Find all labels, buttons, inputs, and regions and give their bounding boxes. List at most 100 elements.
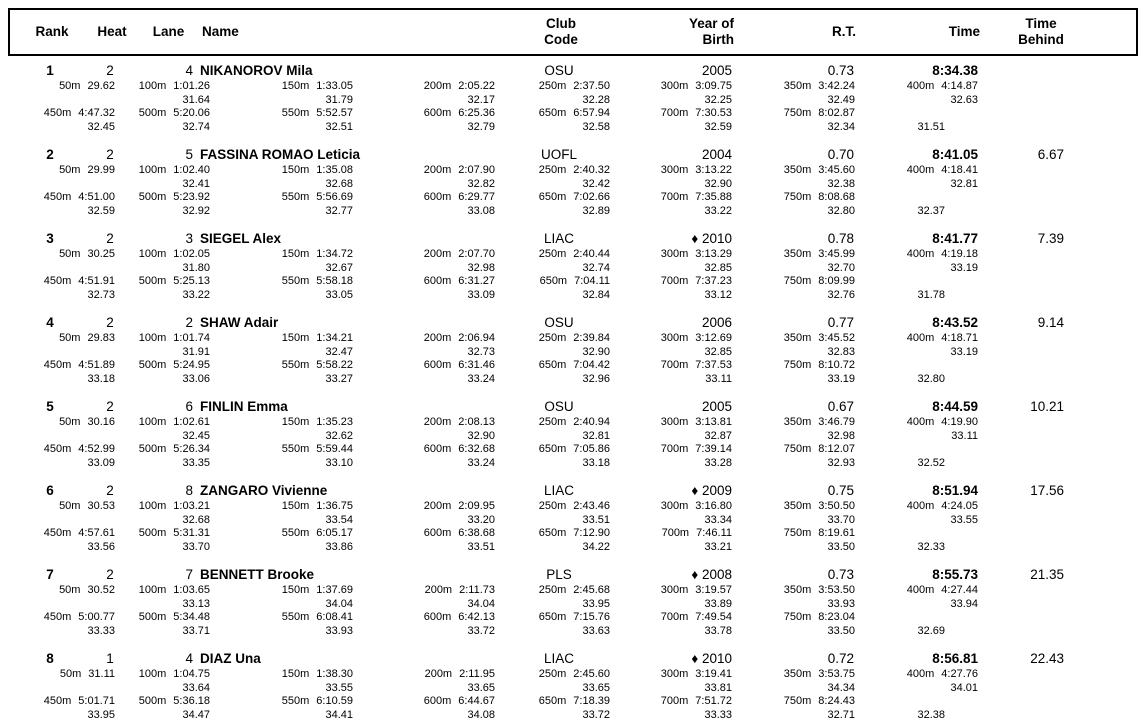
split-cell: 100m 1:04.75	[115, 668, 210, 682]
split-cell: 100m 1:02.40	[115, 164, 210, 178]
lap-time: 32.68	[182, 513, 210, 526]
split-cell: 50m 29.99	[0, 164, 115, 178]
split-cell: 300m 3:13.81	[610, 416, 732, 430]
heat-cell: 2	[106, 63, 114, 78]
split-distance-label: 600m	[423, 191, 452, 203]
split-cell: 400m 4:24.05	[855, 500, 978, 514]
split-time: 1:03.21	[173, 500, 210, 512]
lap-time: 33.33	[87, 624, 115, 637]
split-time: 30.52	[87, 584, 115, 596]
split-cell: 350m 3:53.50	[732, 584, 855, 598]
split-cell: 600m 6:42.13	[353, 611, 495, 625]
split-distance-label: 350m	[783, 668, 812, 680]
final-lap-time: 31.78	[917, 288, 945, 301]
split-distance-label: 100m	[138, 248, 167, 260]
split-cell: 200m 2:11.73	[353, 584, 495, 598]
split-time: 1:38.30	[316, 668, 353, 680]
lap-time: 34.22	[582, 540, 610, 553]
lap-time: 31.79	[325, 93, 353, 106]
split-cell: 50m 31.11	[0, 668, 115, 682]
splits-row: 450m 4:52.99 500m 5:26.34 550m 5:59.44 600m 6:3…	[0, 443, 1148, 457]
header-yob-line2: Birth	[702, 32, 735, 47]
lap-time: 32.45	[182, 429, 210, 442]
split-distance-label: 400m	[906, 668, 935, 680]
split-distance-label: 700m	[660, 359, 689, 371]
split-distance-label: 550m	[281, 527, 310, 539]
result-entry: 4 2 2 SHAW Adair OSU 2006 0.77 8:43.52 9.14 50m 29…	[0, 314, 1148, 386]
split-time: 4:51.89	[78, 359, 115, 371]
laps-row: 33.13 34.04 34.04 33.95 33.89 33.93 33.94	[0, 598, 1148, 612]
split-cell: 600m 6:44.67	[353, 695, 495, 709]
split-time: 4:57.61	[78, 527, 115, 539]
split-cell: 150m 1:37.69	[210, 584, 353, 598]
lap-time: 33.95	[582, 597, 610, 610]
split-distance-label: 350m	[783, 80, 812, 92]
split-distance-label: 550m	[281, 695, 310, 707]
header-heat: Heat	[97, 24, 127, 39]
laps-row: 31.91 32.47 32.73 32.90 32.85 32.83 33.19	[0, 346, 1148, 360]
split-time: 8:23.04	[818, 611, 855, 623]
split-time: 5:26.34	[173, 443, 210, 455]
year-of-birth: ♦ 2009	[630, 482, 732, 500]
split-cell: 350m 3:45.52	[732, 332, 855, 346]
lap-time: 32.45	[87, 120, 115, 133]
split-distance-label: 50m	[59, 500, 81, 512]
lap-time: 33.64	[182, 681, 210, 694]
swimmer-name: BENNETT Brooke	[200, 567, 315, 582]
split-distance-label: 200m	[423, 248, 452, 260]
year-of-birth: ♦ 2008	[630, 566, 732, 584]
laps-row: 32.68 33.54 33.20 33.51 33.34 33.70 33.55	[0, 514, 1148, 528]
lap-time: 32.85	[704, 345, 732, 358]
rank-cell: 8	[46, 651, 54, 666]
lap-time: 33.51	[582, 513, 610, 526]
split-time: 4:27.76	[941, 668, 978, 680]
empty-cell	[0, 430, 115, 444]
club-code: PLS	[546, 567, 572, 582]
split-time: 6:44.67	[458, 695, 495, 707]
split-distance-label: 350m	[783, 416, 812, 428]
split-distance-label: 650m	[538, 611, 567, 623]
result-main-row: 1 2 4 NIKANOROV Mila OSU 2005 0.73 8:34.38	[0, 62, 1148, 80]
year-value: 2006	[701, 315, 732, 330]
lap-time: 32.71	[827, 708, 855, 720]
split-time: 7:30.53	[695, 107, 732, 119]
split-distance-label: 250m	[538, 416, 567, 428]
split-time: 8:24.43	[818, 695, 855, 707]
split-distance-label: 500m	[138, 695, 167, 707]
split-distance-label: 250m	[538, 668, 567, 680]
lap-time: 33.51	[467, 540, 495, 553]
split-cell: 500m 5:34.48	[115, 611, 210, 625]
result-entry: 5 2 6 FINLIN Emma OSU 2005 0.67 8:44.59 10.21 50m…	[0, 398, 1148, 470]
split-distance-label: 500m	[138, 527, 167, 539]
split-time: 4:19.90	[941, 416, 978, 428]
split-time: 1:33.05	[316, 80, 353, 92]
split-cell: 50m 30.53	[0, 500, 115, 514]
split-time: 2:11.73	[459, 584, 495, 596]
split-distance-label: 700m	[660, 443, 689, 455]
swimmer-name: ZANGARO Vivienne	[200, 483, 328, 498]
split-distance-label: 750m	[783, 527, 812, 539]
header-behind-line1: Time	[1025, 16, 1057, 31]
header-time-behind: Time Behind	[992, 16, 1090, 48]
split-time: 5:59.44	[316, 443, 353, 455]
split-time: 5:52.57	[316, 107, 353, 119]
split-distance-label: 450m	[43, 443, 72, 455]
split-distance-label: 150m	[281, 80, 310, 92]
lap-time: 33.94	[950, 597, 978, 610]
split-time: 1:34.21	[316, 332, 353, 344]
table-header: Rank Heat Lane Name Club Code Year of Bi…	[8, 8, 1138, 56]
split-distance-label: 350m	[783, 332, 812, 344]
header-club-line2: Code	[544, 32, 578, 47]
final-lap-time: 32.69	[917, 624, 945, 637]
lap-time: 34.04	[325, 597, 353, 610]
empty-cell	[855, 443, 978, 457]
split-distance-label: 50m	[59, 584, 81, 596]
split-distance-label: 200m	[423, 332, 452, 344]
lap-time: 33.55	[325, 681, 353, 694]
year-value: 2010	[701, 651, 732, 666]
split-distance-label: 450m	[43, 275, 72, 287]
split-time: 6:29.77	[458, 191, 495, 203]
split-time: 3:45.99	[818, 248, 855, 260]
split-time: 2:39.84	[573, 332, 610, 344]
split-time: 3:45.60	[818, 164, 855, 176]
